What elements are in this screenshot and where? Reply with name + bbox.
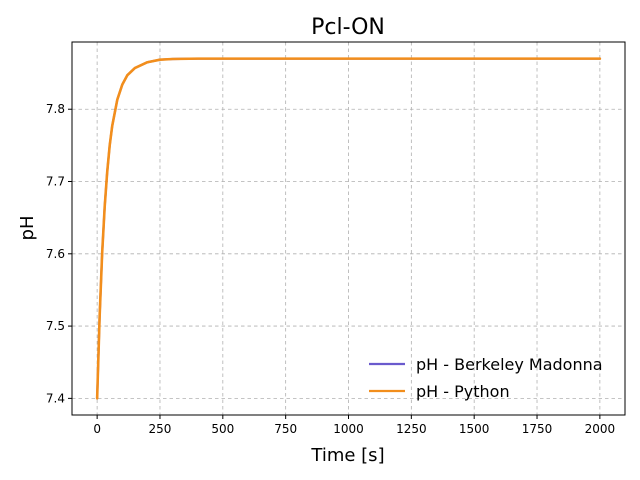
x-tick-label: 250: [149, 422, 172, 436]
series-line-1: [95, 57, 602, 400]
x-tick-label: 1000: [333, 422, 364, 436]
y-axis-title: pH: [17, 216, 38, 241]
y-axis-ticks: 7.4 7.5 7.6 7.7 7.8: [46, 102, 72, 405]
x-tick-label: 0: [93, 422, 101, 436]
x-tick-label: 1500: [459, 422, 490, 436]
legend: pH - Berkeley Madonna pH - Python: [369, 355, 603, 401]
y-tick-label: 7.7: [46, 175, 65, 189]
y-tick-label: 7.4: [46, 391, 65, 405]
x-tick-label: 750: [274, 422, 297, 436]
x-axis-ticks: 0 250 500 750 1000 1250 1500 1750 2000: [93, 415, 615, 436]
x-tick-label: 1750: [522, 422, 553, 436]
x-axis-title: Time [s]: [310, 445, 384, 466]
y-tick-label: 7.6: [46, 247, 65, 261]
grid: [72, 42, 625, 415]
series-lines: [95, 57, 602, 400]
legend-label-python: pH - Python: [416, 382, 510, 401]
legend-label-berkeley-madonna: pH - Berkeley Madonna: [416, 355, 603, 374]
x-tick-label: 500: [211, 422, 234, 436]
chart-title: Pcl-ON: [311, 15, 385, 40]
x-tick-label: 2000: [585, 422, 616, 436]
y-tick-label: 7.5: [46, 319, 65, 333]
x-tick-label: 1250: [396, 422, 427, 436]
y-tick-label: 7.8: [46, 102, 65, 116]
